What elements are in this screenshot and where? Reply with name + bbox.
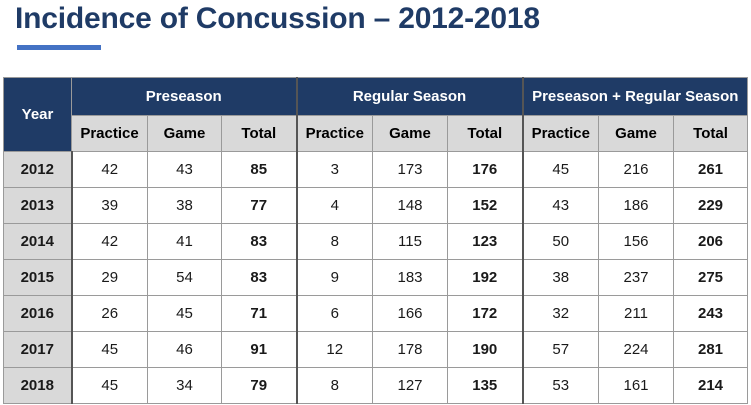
- subheader-row: Practice Game Total Practice Game Total …: [4, 115, 749, 152]
- cell-preseason-game: 45: [147, 295, 222, 332]
- cell-regular-season-game: 173: [372, 151, 448, 188]
- cell-preseason-practice: 26: [70, 295, 148, 332]
- cell-combined-total: 275: [673, 259, 749, 296]
- cell-preseason-total: 71: [221, 295, 297, 332]
- subheader-game: Game: [147, 115, 222, 152]
- cell-combined-practice: 45: [521, 151, 600, 188]
- cell-preseason-practice: 45: [70, 367, 148, 404]
- group-header-regular-season: Regular Season: [295, 77, 524, 116]
- cell-preseason-total: 77: [221, 187, 297, 224]
- cell-preseason-total: 91: [221, 331, 297, 368]
- cell-combined-game: 156: [598, 223, 675, 260]
- cell-combined-practice: 50: [521, 223, 600, 260]
- concussion-table: Year Preseason Regular Season Preseason …: [3, 77, 749, 404]
- subheader-total: Total: [221, 115, 297, 152]
- cell-preseason-game: 43: [147, 151, 222, 188]
- group-header-row: Year Preseason Regular Season Preseason …: [3, 77, 749, 152]
- cell-preseason-game: 46: [147, 331, 222, 368]
- cell-preseason-practice: 29: [70, 259, 148, 296]
- cell-regular-season-game: 178: [372, 331, 448, 368]
- cell-regular-season-game: 183: [372, 259, 448, 296]
- year-header: Year: [3, 77, 72, 152]
- cell-preseason-practice: 42: [70, 151, 148, 188]
- cell-regular-season-game: 115: [372, 223, 448, 260]
- cell-combined-game: 237: [598, 259, 675, 296]
- cell-regular-season-practice: 3: [295, 151, 373, 188]
- subheader-game: Game: [372, 115, 448, 152]
- cell-regular-season-practice: 12: [295, 331, 373, 368]
- cell-combined-game: 211: [598, 295, 675, 332]
- cell-preseason-game: 34: [147, 367, 222, 404]
- row-year: 2015: [3, 259, 72, 296]
- row-year: 2016: [3, 295, 72, 332]
- table-row: 2015 29 54 83 9 183 192 38 237 275: [3, 259, 749, 296]
- cell-regular-season-practice: 8: [295, 223, 373, 260]
- cell-regular-season-practice: 9: [295, 259, 373, 296]
- cell-regular-season-game: 148: [372, 187, 448, 224]
- cell-combined-total: 243: [673, 295, 749, 332]
- cell-regular-season-total: 135: [446, 367, 524, 404]
- row-year: 2014: [3, 223, 72, 260]
- cell-regular-season-total: 176: [446, 151, 524, 188]
- cell-combined-practice: 53: [521, 367, 600, 404]
- cell-preseason-total: 85: [221, 151, 297, 188]
- cell-preseason-game: 54: [147, 259, 222, 296]
- subheader-practice: Practice: [295, 115, 373, 152]
- cell-regular-season-total: 172: [446, 295, 524, 332]
- cell-regular-season-game: 127: [372, 367, 448, 404]
- table-row: 2016 26 45 71 6 166 172 32 211 243: [3, 295, 749, 332]
- subheader-total: Total: [673, 115, 749, 152]
- cell-preseason-game: 41: [147, 223, 222, 260]
- cell-regular-season-total: 152: [446, 187, 524, 224]
- subheader-game: Game: [598, 115, 675, 152]
- title-underline: [17, 45, 101, 50]
- subheader-practice: Practice: [521, 115, 600, 152]
- cell-regular-season-total: 192: [446, 259, 524, 296]
- subheader-total: Total: [446, 115, 524, 152]
- page-title: Incidence of Concussion – 2012-2018: [15, 2, 540, 35]
- table-row: 2018 45 34 79 8 127 135 53 161 214: [3, 367, 749, 404]
- row-year: 2012: [3, 151, 72, 188]
- table-row: 2013 39 38 77 4 148 152 43 186 229: [3, 187, 749, 224]
- subheader-practice: Practice: [71, 115, 148, 152]
- row-year: 2017: [3, 331, 72, 368]
- cell-combined-game: 161: [598, 367, 675, 404]
- cell-regular-season-total: 123: [446, 223, 524, 260]
- cell-regular-season-practice: 6: [295, 295, 373, 332]
- cell-preseason-total: 79: [221, 367, 297, 404]
- group-header-preseason: Preseason: [71, 77, 297, 116]
- cell-combined-practice: 32: [521, 295, 600, 332]
- cell-combined-total: 261: [673, 151, 749, 188]
- cell-preseason-practice: 39: [70, 187, 148, 224]
- cell-regular-season-practice: 4: [295, 187, 373, 224]
- cell-combined-practice: 43: [521, 187, 600, 224]
- cell-preseason-practice: 42: [70, 223, 148, 260]
- table-row: 2017 45 46 91 12 178 190 57 224 281: [3, 331, 749, 368]
- cell-preseason-game: 38: [147, 187, 222, 224]
- cell-combined-total: 214: [673, 367, 749, 404]
- cell-preseason-total: 83: [221, 223, 297, 260]
- row-year: 2013: [3, 187, 72, 224]
- cell-preseason-total: 83: [221, 259, 297, 296]
- cell-combined-total: 229: [673, 187, 749, 224]
- cell-regular-season-practice: 8: [295, 367, 373, 404]
- table-body: 2012 42 43 85 3 173 176 45 216 261 2013 39 38 77 4 148 1…: [3, 151, 749, 404]
- cell-preseason-practice: 45: [70, 331, 148, 368]
- table-row: 2012 42 43 85 3 173 176 45 216 261: [3, 151, 749, 188]
- cell-combined-game: 224: [598, 331, 675, 368]
- group-header-combined: Preseason + Regular Season: [521, 77, 749, 116]
- cell-combined-practice: 38: [521, 259, 600, 296]
- row-year: 2018: [3, 367, 72, 404]
- cell-combined-practice: 57: [521, 331, 600, 368]
- cell-regular-season-total: 190: [446, 331, 524, 368]
- cell-combined-total: 206: [673, 223, 749, 260]
- cell-combined-game: 216: [598, 151, 675, 188]
- cell-combined-game: 186: [598, 187, 675, 224]
- cell-combined-total: 281: [673, 331, 749, 368]
- table-row: 2014 42 41 83 8 115 123 50 156 206: [3, 223, 749, 260]
- cell-regular-season-game: 166: [372, 295, 448, 332]
